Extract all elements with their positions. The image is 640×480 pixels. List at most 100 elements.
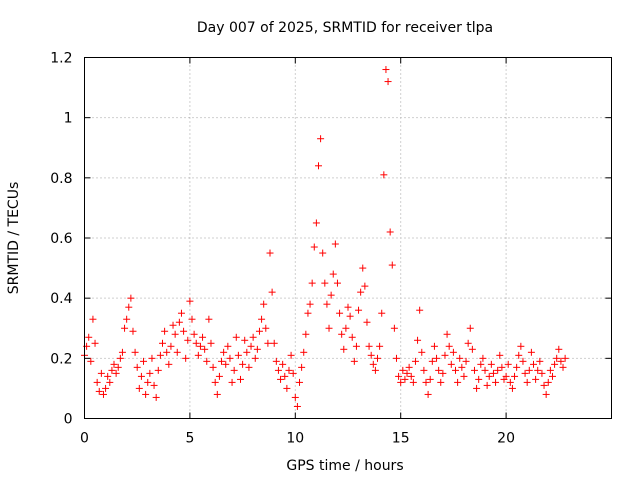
data-point [93, 378, 101, 386]
data-point [542, 390, 550, 398]
data-point [454, 378, 462, 386]
data-point [277, 375, 285, 383]
data-point [538, 369, 546, 377]
data-point [416, 306, 424, 314]
data-point [180, 327, 188, 335]
data-point [201, 345, 209, 353]
data-point [249, 333, 257, 341]
data-point [228, 378, 236, 386]
data-point [458, 363, 466, 371]
data-point [182, 354, 190, 362]
data-point [544, 378, 552, 386]
data-point [264, 339, 272, 347]
data-point [314, 162, 322, 170]
data-point [521, 369, 529, 377]
data-point [532, 375, 540, 383]
data-point [380, 171, 388, 179]
data-point [355, 306, 363, 314]
data-point [108, 366, 116, 374]
data-point [498, 363, 506, 371]
data-point [211, 378, 219, 386]
data-point [466, 324, 474, 332]
data-point [553, 354, 561, 362]
data-point [534, 366, 542, 374]
data-point [184, 336, 192, 344]
data-point [241, 336, 249, 344]
data-point [384, 78, 392, 86]
data-point [445, 342, 453, 350]
data-point [511, 372, 519, 380]
x-tick-label: 5 [185, 431, 194, 447]
data-point [245, 363, 253, 371]
data-point [207, 339, 215, 347]
data-point [274, 366, 282, 374]
data-point [196, 342, 204, 350]
data-point [515, 351, 523, 359]
data-point [87, 357, 95, 365]
data-point [258, 315, 266, 323]
data-point [226, 354, 234, 362]
data-point [477, 360, 485, 368]
data-point [95, 387, 103, 395]
data-point [144, 378, 152, 386]
data-point [192, 339, 200, 347]
plot-frame [84, 57, 612, 419]
data-point [504, 360, 512, 368]
data-point [262, 324, 270, 332]
data-point [392, 354, 400, 362]
data-point [439, 369, 447, 377]
data-point [422, 378, 430, 386]
chart-title: Day 007 of 2025, SRMTID for receiver tlp… [197, 20, 493, 36]
data-point [447, 360, 455, 368]
data-point [285, 366, 293, 374]
data-point [350, 357, 358, 365]
data-point [409, 378, 417, 386]
data-point [85, 333, 93, 341]
data-point [390, 324, 398, 332]
data-point [530, 360, 538, 368]
data-point [308, 279, 316, 287]
data-point [489, 369, 497, 377]
data-point [479, 354, 487, 362]
data-point [340, 345, 348, 353]
data-point [123, 315, 131, 323]
data-point [218, 357, 226, 365]
data-point [374, 354, 382, 362]
data-point [247, 342, 255, 350]
data-point [114, 363, 122, 371]
x-tick-labels: 0 5 10 15 20 [80, 431, 515, 447]
data-point [502, 372, 510, 380]
data-point [173, 348, 181, 356]
data-point [329, 270, 337, 278]
data-point [154, 366, 162, 374]
data-point [401, 375, 409, 383]
data-point [378, 309, 386, 317]
data-point [152, 393, 160, 401]
data-point [163, 348, 171, 356]
data-point [483, 381, 491, 389]
data-point [298, 363, 306, 371]
y-tick-label: 0.4 [50, 291, 72, 307]
data-point [487, 360, 495, 368]
data-point [473, 384, 481, 392]
data-point [333, 279, 341, 287]
y-tick-label: 0.2 [50, 351, 72, 367]
data-point [540, 381, 548, 389]
data-point [104, 372, 112, 380]
data-point [270, 339, 278, 347]
data-point [266, 249, 274, 257]
x-tick-label: 10 [286, 431, 304, 447]
data-point [403, 369, 411, 377]
y-tick-label: 1 [64, 111, 73, 127]
data-point [291, 393, 299, 401]
data-point [555, 345, 563, 353]
data-point [443, 330, 451, 338]
data-point [300, 348, 308, 356]
data-point [525, 366, 533, 374]
data-point [251, 354, 259, 362]
data-point [519, 357, 527, 365]
x-tick-label: 0 [80, 431, 89, 447]
data-point [239, 360, 247, 368]
data-point [112, 369, 120, 377]
data-point [121, 324, 129, 332]
